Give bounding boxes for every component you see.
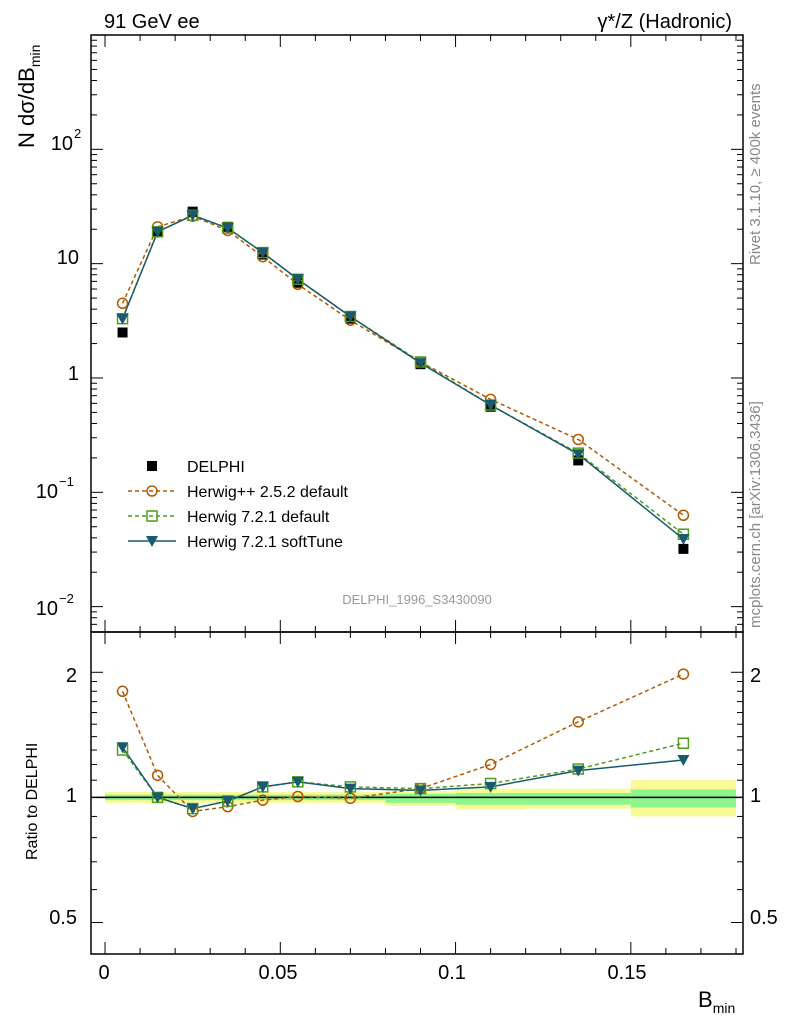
ratio-point-softtune-10 [677, 755, 690, 767]
ratio-point-herwig721-10 [677, 737, 690, 749]
main-y-axis: 10 2 10 1 10 −1 10 −2 [36, 126, 81, 620]
ratio-point-softtune-7 [414, 785, 427, 797]
xtick-label-0.1: 0.1 [438, 962, 466, 984]
main-y-axis-title: N dσ/dBmin [14, 45, 43, 148]
ratio-point-softtune-8 [484, 781, 497, 793]
main-point-softtune-10 [677, 534, 690, 546]
legend-label-herwig721: Herwig 7.2.1 default [187, 509, 330, 526]
x-axis-title: Bmin [698, 987, 735, 1016]
main-point-data-0 [117, 327, 128, 338]
ratio-ytick-label-2-left: 2 [66, 665, 77, 687]
ytick-label-0.1: 10 [36, 481, 58, 503]
main-point-data-9 [573, 455, 584, 466]
ratio-band-inner-7 [385, 793, 456, 803]
ratio-point-herwigpp-9 [572, 716, 584, 728]
ratio-ytick-label-1-right: 1 [750, 785, 761, 807]
legend-marker-herwig721 [146, 510, 158, 522]
axis-ticks [91, 34, 743, 954]
legend-marker-data [147, 461, 157, 471]
ratio-y-axis-title: Ratio to DELPHI [24, 743, 41, 860]
y-axis-title: N dσ/dB [14, 67, 39, 148]
ratio-band-inner-9 [525, 792, 631, 805]
header-left-title: 91 GeV ee [104, 11, 200, 33]
y-axis-title-sub: min [27, 45, 43, 68]
ratio-ytick-label-0.5-left: 0.5 [49, 907, 77, 929]
ytick-exp-0.01: −2 [59, 591, 74, 606]
side-label-top: Rivet 3.1.10, ≥ 400k events [747, 83, 764, 265]
ratio-point-herwigpp-1 [151, 769, 164, 782]
ytick-label-100: 10 [51, 133, 73, 155]
ratio-point-herwigpp-5 [292, 790, 304, 803]
main-point-softtune-9 [572, 449, 585, 461]
main-point-softtune-0 [116, 313, 129, 325]
legend-label-data: DELPHI [187, 459, 245, 476]
legend-label-herwigpp: Herwig++ 2.5.2 default [187, 484, 349, 501]
x-axis-title-main: B [698, 987, 713, 1012]
ratio-point-herwigpp-4 [257, 794, 269, 806]
x-axis-title-sub: min [713, 1000, 736, 1016]
main-point-softtune-2 [186, 210, 199, 222]
legend: DELPHI Herwig++ 2.5.2 default Herwig 7.2.1… [128, 459, 349, 551]
header-right-title: γ*/Z (Hadronic) [598, 11, 732, 33]
ratio-point-herwigpp-8 [484, 758, 497, 771]
main-point-softtune-1 [151, 226, 164, 238]
ratio-point-herwigpp-0 [116, 685, 129, 698]
main-plot-panel: 10 2 10 1 10 −1 10 −2 N dσ/dBmin DELPHI_… [14, 34, 744, 633]
ratio-point-softtune-5 [291, 776, 304, 788]
analysis-id-label: DELPHI_1996_S3430090 [342, 592, 492, 607]
ratio-plot-frame [90, 631, 744, 955]
ratio-line-herwigpp [121, 673, 684, 813]
ytick-label-0.01: 10 [36, 598, 58, 620]
ratio-point-herwigpp-10 [677, 668, 690, 680]
main-point-softtune-3 [221, 223, 234, 235]
ratio-ytick-label-2-right: 2 [750, 665, 761, 687]
main-point-herwigpp-10 [677, 509, 690, 522]
xtick-label-0.05: 0.05 [259, 962, 298, 984]
ratio-plot-panel: 2 1 0.5 2 1 0.5 Ratio to DELPHI 0 0.05 0… [24, 631, 778, 1016]
ratio-point-softtune-0 [116, 742, 129, 754]
main-point-softtune-4 [256, 247, 269, 259]
legend-marker-softtune [146, 536, 158, 547]
main-point-softtune-8 [484, 400, 497, 412]
svg-text:N dσ/dBmin: N dσ/dBmin [14, 45, 43, 148]
main-point-softtune-5 [291, 274, 304, 286]
side-label-bottom: mcplots.cern.ch [arXiv:1306.3436] [747, 401, 764, 628]
ratio-point-softtune-2 [186, 803, 199, 815]
main-point-softtune-6 [344, 311, 357, 323]
ratio-point-softtune-3 [221, 796, 234, 808]
legend-label-softtune: Herwig 7.2.1 softTune [187, 534, 343, 551]
ytick-exp-0.1: −1 [59, 474, 74, 489]
main-point-herwigpp-0 [116, 297, 129, 310]
ratio-band-inner-8 [455, 792, 526, 805]
ratio-point-softtune-6 [344, 783, 357, 795]
xtick-label-0: 0 [98, 962, 109, 984]
xtick-label-0.15: 0.15 [608, 962, 647, 984]
ratio-band-inner-10 [630, 789, 736, 808]
ratio-point-softtune-9 [572, 765, 585, 777]
ytick-label-10: 10 [57, 247, 79, 269]
ratio-ytick-label-1-left: 1 [66, 785, 77, 807]
ratio-ytick-label-0.5-right: 0.5 [750, 907, 778, 929]
ratio-point-softtune-1 [151, 792, 164, 804]
main-point-softtune-7 [414, 358, 427, 370]
legend-marker-herwigpp [146, 485, 158, 497]
ytick-label-1: 1 [68, 363, 79, 385]
ytick-exp-100: 2 [74, 126, 81, 141]
main-point-herwigpp-9 [572, 433, 584, 446]
main-point-data-10 [678, 543, 689, 554]
ratio-point-softtune-4 [256, 781, 269, 793]
